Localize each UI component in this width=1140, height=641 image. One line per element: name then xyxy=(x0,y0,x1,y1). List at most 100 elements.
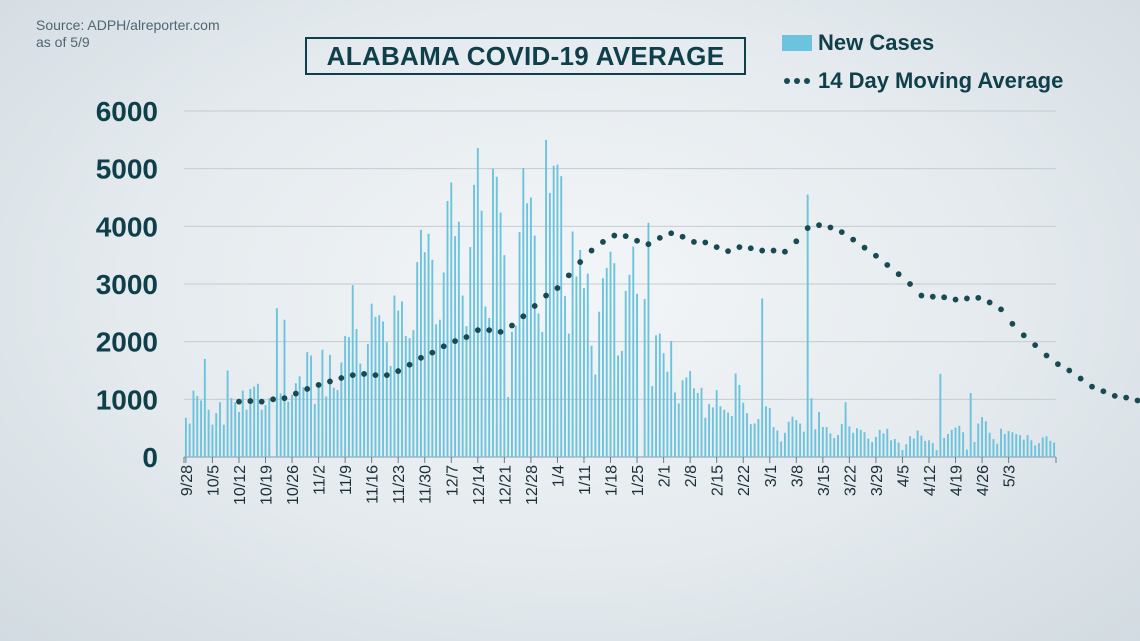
moving-average-point xyxy=(1043,352,1050,359)
bar xyxy=(583,288,585,457)
bar xyxy=(696,392,699,457)
moving-average-point xyxy=(270,396,276,403)
bar xyxy=(275,308,278,457)
moving-average-point xyxy=(645,241,652,248)
bar xyxy=(374,316,377,457)
x-tick-label: 10/12 xyxy=(232,465,249,505)
moving-average-point xyxy=(315,382,322,388)
moving-average-point xyxy=(656,234,663,241)
bar xyxy=(848,426,851,457)
bar xyxy=(454,236,457,457)
bar xyxy=(874,436,877,457)
bar xyxy=(924,440,927,457)
bar xyxy=(526,203,529,457)
dotted-line-swatch-icon xyxy=(782,78,812,84)
moving-average-point xyxy=(372,372,379,379)
bar xyxy=(1037,443,1040,457)
moving-average-point xyxy=(361,371,367,377)
bar xyxy=(355,328,358,457)
bar xyxy=(962,432,965,457)
bar xyxy=(1000,428,1002,457)
moving-average-point xyxy=(418,354,424,361)
bar xyxy=(287,401,290,457)
moving-average-point xyxy=(600,239,606,245)
bar xyxy=(598,311,601,457)
moving-average-point xyxy=(929,293,936,300)
bar xyxy=(620,350,623,457)
bar xyxy=(958,425,961,457)
bar xyxy=(791,416,794,457)
bar xyxy=(450,182,453,458)
bar xyxy=(552,165,555,458)
bar xyxy=(636,293,639,457)
moving-average-point xyxy=(986,299,993,306)
bar xyxy=(950,429,953,457)
bar xyxy=(238,412,240,457)
bar xyxy=(1030,440,1033,457)
y-tick-label: 6000 xyxy=(96,96,158,127)
legend-item-moving-average: 14 Day Moving Average xyxy=(782,62,1063,100)
bar xyxy=(435,324,438,457)
bar xyxy=(909,436,911,457)
x-tick-label: 4/26 xyxy=(975,465,992,496)
bar xyxy=(329,354,331,457)
bar xyxy=(253,386,256,457)
moving-average-point xyxy=(577,259,584,265)
moving-average-point xyxy=(429,349,436,356)
moving-average-point xyxy=(1134,397,1140,404)
bar xyxy=(1034,445,1037,457)
moving-average-point xyxy=(1111,392,1118,399)
bar xyxy=(852,432,855,457)
x-tick-label: 4/12 xyxy=(922,465,939,496)
bar xyxy=(188,423,191,457)
moving-average-point xyxy=(338,375,345,381)
bar xyxy=(783,432,786,457)
bar xyxy=(765,406,767,457)
bar xyxy=(905,444,908,457)
bar xyxy=(749,424,752,457)
bar xyxy=(473,184,475,457)
bar xyxy=(279,393,282,457)
bar xyxy=(522,168,525,457)
x-tick-label: 4/19 xyxy=(949,465,966,496)
bar xyxy=(313,403,316,457)
bar xyxy=(465,326,468,457)
x-tick-label: 3/29 xyxy=(869,465,886,496)
bar xyxy=(567,333,570,457)
moving-average-point xyxy=(304,386,311,392)
bar xyxy=(495,176,498,458)
bar xyxy=(427,233,430,457)
bar xyxy=(184,417,187,457)
bar xyxy=(700,387,703,457)
bar xyxy=(469,247,472,457)
bar xyxy=(708,403,711,457)
bar xyxy=(363,376,366,457)
moving-average-point xyxy=(918,292,925,299)
bar xyxy=(556,164,559,457)
bar xyxy=(939,373,942,457)
bar xyxy=(787,421,790,457)
bar xyxy=(461,295,464,457)
bar xyxy=(1053,442,1056,457)
bar xyxy=(268,398,271,457)
moving-average-point xyxy=(1077,375,1084,382)
moving-average-point xyxy=(827,224,834,231)
bar xyxy=(518,232,521,457)
bar xyxy=(753,423,756,457)
moving-average-point xyxy=(247,398,254,404)
bar xyxy=(586,273,589,457)
bar xyxy=(590,345,593,457)
moving-average-point xyxy=(952,296,959,303)
moving-average-point xyxy=(531,303,538,309)
bar xyxy=(802,431,805,457)
bar xyxy=(685,377,688,457)
moving-average-point xyxy=(452,338,458,344)
bar xyxy=(647,222,650,457)
x-tick-label: 2/15 xyxy=(710,465,727,496)
x-tick-label: 3/8 xyxy=(789,465,806,487)
bar xyxy=(624,290,627,457)
bar xyxy=(256,383,259,457)
moving-average-point xyxy=(1032,342,1039,349)
moving-average-point xyxy=(713,244,720,250)
x-tick-label: 2/1 xyxy=(657,465,674,487)
